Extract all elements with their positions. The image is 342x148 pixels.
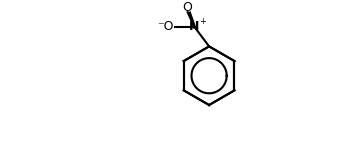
Text: ⁻O: ⁻O — [157, 20, 173, 33]
Text: O: O — [183, 1, 193, 14]
Text: N: N — [189, 20, 200, 33]
Text: +: + — [199, 17, 206, 26]
